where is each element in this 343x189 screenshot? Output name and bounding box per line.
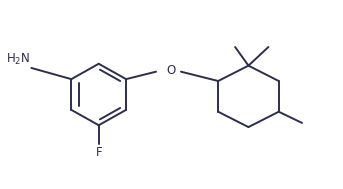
Text: H$_2$N: H$_2$N <box>5 52 30 67</box>
Text: F: F <box>95 146 102 159</box>
Text: O: O <box>166 64 176 77</box>
